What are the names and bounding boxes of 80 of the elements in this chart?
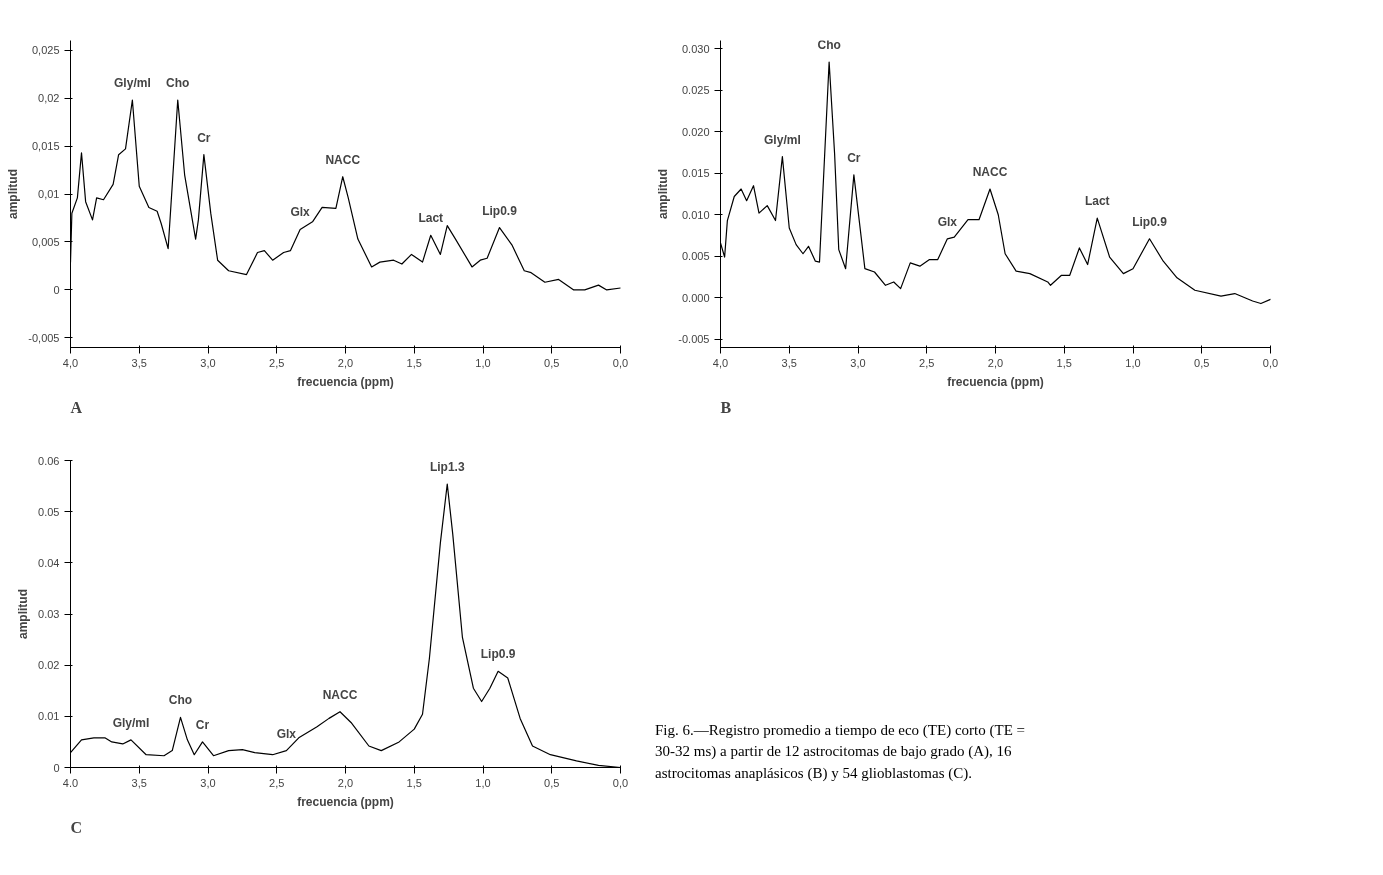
y-tick-label: 0,005 — [31, 235, 60, 248]
x-tick-label: 1,5 — [1056, 356, 1072, 369]
y-tick-label: 0.05 — [38, 505, 60, 518]
annotation: NACC — [972, 165, 1008, 180]
annotation: NACC — [325, 152, 361, 167]
caption: Fig. 6.—Registro promedio a tiempo de eco (TE) corto (TE = 30-32 ms) a partir de 12 astrocitomas de bajo grado (A), 16 astrocitomas anaplásicos (B) y 54 glioblastomas (C). — [655, 721, 1027, 783]
x-axis-title: frecuencia (ppm) — [297, 794, 394, 809]
x-tick-label: 0,5 — [544, 356, 560, 369]
y-tick-label: 0 — [53, 283, 60, 296]
x-tick-label: 1,5 — [406, 356, 422, 369]
x-tick-label: 1,0 — [1125, 356, 1141, 369]
x-axis-title: frecuencia (ppm) — [297, 374, 394, 389]
text: A — [70, 398, 83, 416]
annotation: Cho — [817, 38, 841, 53]
y-tick-label: 0.030 — [681, 42, 710, 55]
x-tick-label: 2,5 — [919, 356, 935, 369]
annotation: Gly/mI — [112, 715, 150, 730]
y-tick-label: 0.06 — [38, 454, 60, 467]
x-tick-label: 3,0 — [200, 356, 216, 369]
y-tick-label: 0.020 — [681, 125, 710, 138]
x-tick-label: 0,5 — [1194, 356, 1210, 369]
annotation: Cr — [197, 130, 211, 145]
x-tick-label: 1,0 — [475, 356, 491, 369]
x-tick-label: 2,0 — [987, 356, 1004, 369]
y-axis-title: amplitud — [16, 589, 31, 639]
y-tick-label: 0.005 — [681, 250, 710, 263]
y-tick-label: 0.02 — [38, 659, 60, 672]
x-tick-label: 3,0 — [200, 776, 216, 789]
annotation: Cr — [195, 717, 210, 732]
x-tick-label: 0,0 — [612, 776, 629, 789]
text: B — [720, 398, 732, 416]
y-tick-label: 0.01 — [38, 710, 60, 723]
x-tick-label: 2,0 — [337, 776, 354, 789]
x-tick-label: 0,0 — [612, 356, 629, 369]
x-tick-label: 3,5 — [131, 776, 147, 789]
annotation: Lact — [418, 211, 444, 226]
annotation: Cho — [166, 75, 190, 90]
annotation: Lip0.9 — [482, 203, 518, 218]
text: C — [70, 818, 83, 836]
x-tick-label: 2,5 — [269, 356, 285, 369]
y-tick-label: 0.04 — [38, 556, 60, 569]
y-axis-title: amplitud — [6, 169, 21, 219]
x-tick-label: 4,0 — [712, 356, 729, 369]
annotation: Gly/mI — [114, 75, 151, 90]
y-tick-label: -0.005 — [678, 333, 710, 346]
annotation: Lip1.3 — [429, 460, 465, 475]
x-tick-label: 1,0 — [475, 776, 491, 789]
annotation: Cr — [847, 150, 861, 165]
x-tick-label: 2,5 — [269, 776, 285, 789]
y-tick-label: 0,02 — [38, 92, 60, 105]
y-tick-label: 0.015 — [681, 167, 710, 180]
y-tick-label: -0,005 — [28, 331, 60, 344]
x-tick-label: 0,5 — [544, 776, 560, 789]
x-tick-label: 0,0 — [1262, 356, 1279, 369]
annotation: Glx — [276, 726, 297, 741]
annotation: Glx — [937, 214, 958, 229]
x-tick-label: 2,0 — [337, 356, 354, 369]
y-tick-label: 0.010 — [681, 208, 710, 221]
y-tick-label: 0 — [53, 761, 60, 774]
annotation: Gly/mI — [764, 132, 801, 147]
x-tick-label: 3,5 — [781, 356, 797, 369]
annotation: Cho — [168, 693, 193, 708]
x-tick-label: 4,0 — [62, 356, 79, 369]
y-tick-label: 0,01 — [38, 188, 60, 200]
y-tick-label: 0.000 — [681, 291, 710, 304]
x-tick-label: 4.0 — [62, 776, 79, 789]
x-axis-title: frecuencia (ppm) — [947, 374, 1044, 389]
x-tick-label: 1,5 — [406, 776, 422, 789]
annotation: Glx — [290, 205, 311, 220]
y-tick-label: 0,015 — [31, 140, 60, 153]
x-tick-label: 3,5 — [131, 356, 147, 369]
y-tick-label: 0.03 — [38, 608, 60, 620]
y-axis-title: amplitud — [656, 169, 671, 219]
x-tick-label: 3,0 — [850, 356, 866, 369]
annotation: NACC — [322, 687, 358, 702]
annotation: Lip0.9 — [1132, 214, 1168, 229]
y-tick-label: 0.025 — [681, 84, 710, 97]
annotation: Lact — [1084, 194, 1110, 209]
annotation: Lip0.9 — [480, 647, 516, 662]
y-tick-label: 0,025 — [31, 44, 60, 57]
